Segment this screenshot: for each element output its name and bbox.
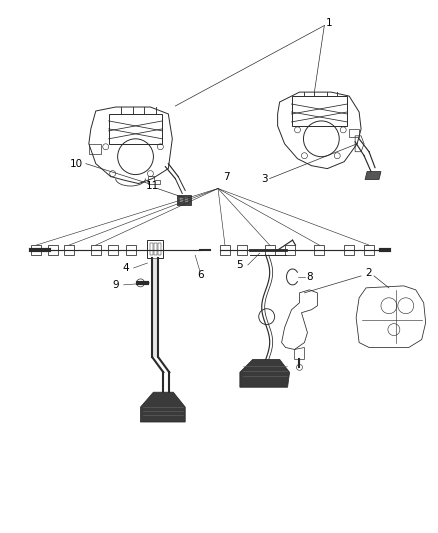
Text: 5: 5 xyxy=(237,260,243,270)
Polygon shape xyxy=(141,392,185,422)
Polygon shape xyxy=(365,172,381,180)
Bar xyxy=(285,245,294,255)
Bar xyxy=(91,245,101,255)
Text: 11: 11 xyxy=(146,181,159,190)
Bar xyxy=(220,245,230,255)
Bar xyxy=(31,245,41,255)
Text: 6: 6 xyxy=(197,270,203,280)
Bar xyxy=(349,129,359,137)
Bar xyxy=(64,245,74,255)
Bar xyxy=(148,240,163,258)
Polygon shape xyxy=(152,258,159,358)
Bar xyxy=(155,243,157,255)
Bar xyxy=(180,198,183,203)
Bar xyxy=(185,198,188,203)
Bar xyxy=(48,245,58,255)
Bar xyxy=(159,243,161,255)
Bar xyxy=(126,245,135,255)
Bar xyxy=(344,245,354,255)
Bar xyxy=(89,144,101,154)
Bar xyxy=(150,243,153,255)
Bar xyxy=(314,245,324,255)
Text: 7: 7 xyxy=(223,172,229,182)
Text: 9: 9 xyxy=(113,280,119,290)
Text: 8: 8 xyxy=(306,272,313,282)
Text: 1: 1 xyxy=(326,18,332,28)
Text: 10: 10 xyxy=(69,159,82,168)
Text: 4: 4 xyxy=(122,263,129,273)
Bar xyxy=(237,245,247,255)
Bar xyxy=(265,245,275,255)
Bar xyxy=(108,245,118,255)
Text: 3: 3 xyxy=(261,174,268,183)
Text: 2: 2 xyxy=(366,268,372,278)
Bar xyxy=(177,196,191,205)
Polygon shape xyxy=(240,359,290,387)
Bar xyxy=(364,245,374,255)
